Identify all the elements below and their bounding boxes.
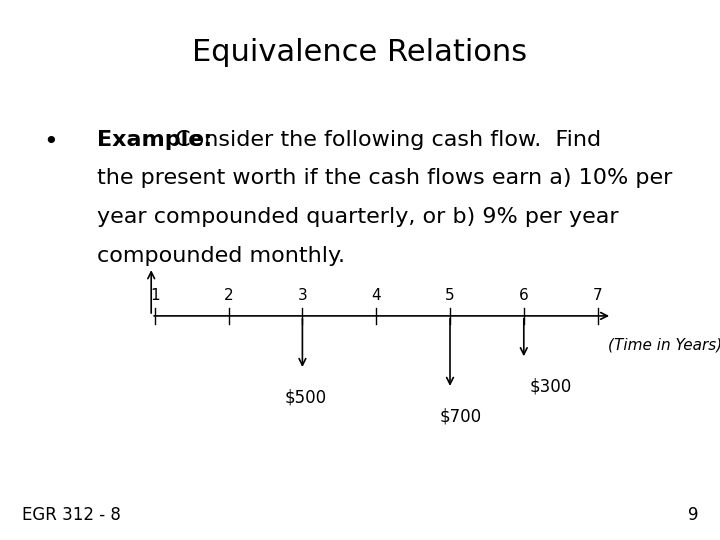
Text: $300: $300 [529, 378, 572, 396]
Text: Consider the following cash flow.  Find: Consider the following cash flow. Find [168, 130, 601, 150]
Text: Example:: Example: [97, 130, 212, 150]
Text: $700: $700 [439, 408, 482, 426]
Text: year compounded quarterly, or b) 9% per year: year compounded quarterly, or b) 9% per … [97, 207, 618, 227]
Text: •: • [43, 130, 58, 153]
Text: Equivalence Relations: Equivalence Relations [192, 38, 528, 67]
Text: 5: 5 [445, 288, 455, 303]
Text: 4: 4 [372, 288, 381, 303]
Text: 3: 3 [297, 288, 307, 303]
Text: $500: $500 [284, 389, 327, 407]
Text: the present worth if the cash flows earn a) 10% per: the present worth if the cash flows earn… [97, 168, 672, 188]
Text: 7: 7 [593, 288, 603, 303]
Text: 6: 6 [519, 288, 528, 303]
Text: 9: 9 [688, 506, 698, 524]
Text: 1: 1 [150, 288, 160, 303]
Text: EGR 312 - 8: EGR 312 - 8 [22, 506, 120, 524]
Text: compounded monthly.: compounded monthly. [97, 246, 345, 266]
Text: (Time in Years): (Time in Years) [608, 338, 720, 353]
Text: 2: 2 [224, 288, 233, 303]
